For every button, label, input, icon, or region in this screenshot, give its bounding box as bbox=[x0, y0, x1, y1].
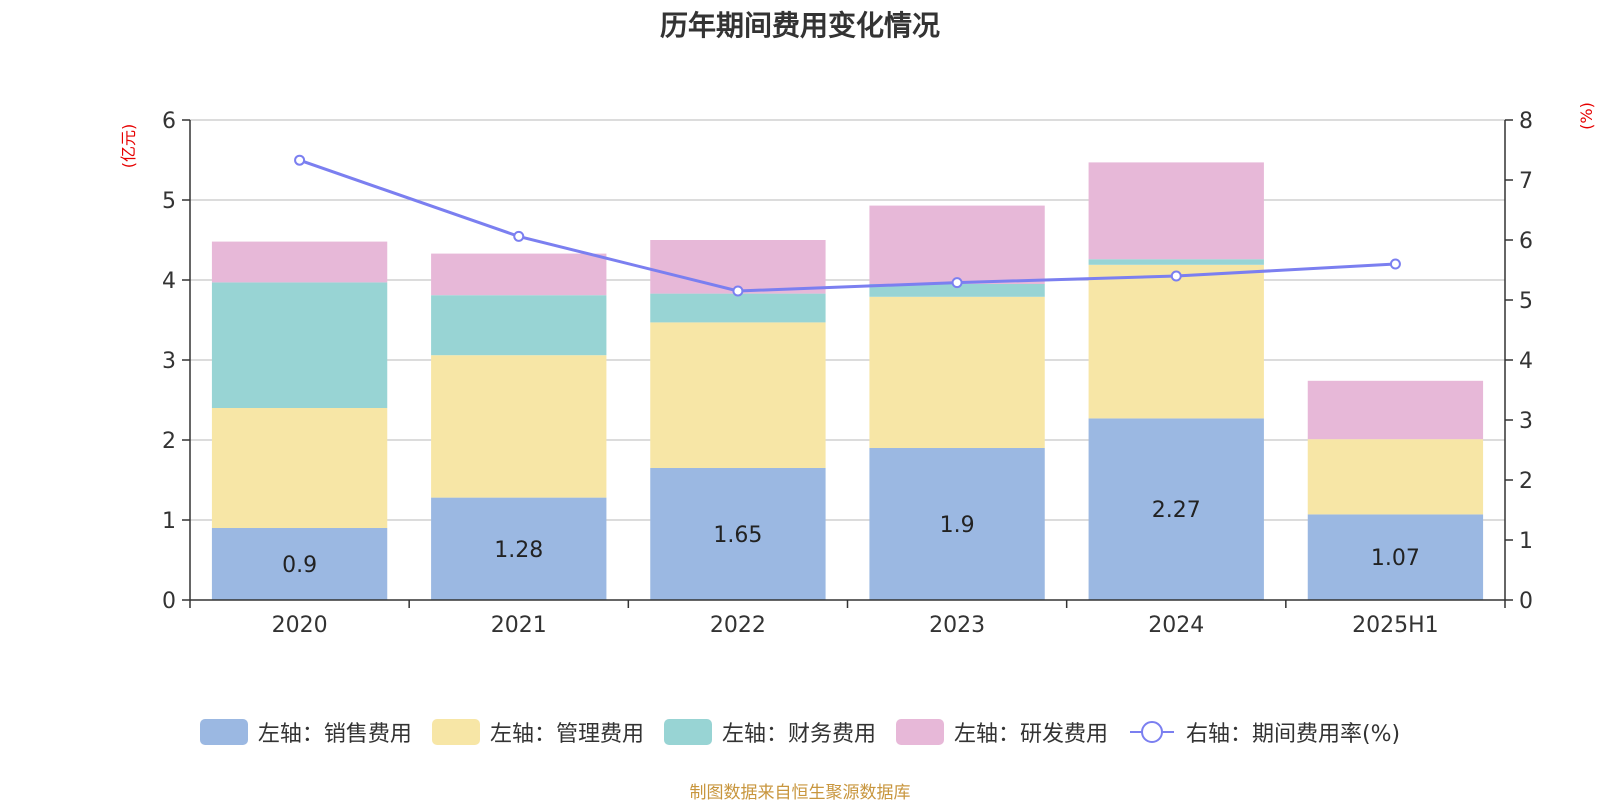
bar-segment bbox=[431, 253, 607, 296]
legend-line-marker-icon bbox=[1129, 721, 1174, 743]
right-axis-tick-label: 0 bbox=[1519, 589, 1533, 614]
legend-item[interactable]: 左轴：销售费用 bbox=[199, 716, 412, 748]
x-axis-tick-label: 2022 bbox=[710, 613, 766, 638]
bar-segment bbox=[1307, 514, 1484, 600]
right-axis-tick-label: 8 bbox=[1519, 109, 1533, 134]
x-axis-tick-label: 2024 bbox=[1148, 613, 1204, 638]
legend: 左轴：销售费用 左轴：管理费用 左轴：财务费用 左轴：研发费用 右轴：期间费用率(%) bbox=[0, 716, 1600, 748]
bar-segment bbox=[869, 284, 1045, 297]
axis-layer: 0 1 2 3 4 5 6 0 1 2 3 4 5 6 7 8 2020 2021 2022 2023 2024 2025… bbox=[162, 109, 1533, 638]
data-source-footer: 制图数据来自恒生聚源数据库 bbox=[689, 783, 911, 803]
bar-segment bbox=[650, 240, 826, 294]
right-axis-unit: (%) bbox=[1577, 102, 1596, 130]
legend-label: 左轴：销售费用 bbox=[257, 722, 412, 747]
legend-item[interactable]: 左轴：财务费用 bbox=[663, 716, 876, 748]
x-axis-tick-label: 2023 bbox=[929, 613, 985, 638]
bar-segment bbox=[1088, 264, 1264, 419]
right-axis-tick-label: 7 bbox=[1519, 169, 1533, 194]
legend-item[interactable]: 左轴：研发费用 bbox=[895, 716, 1108, 748]
line-layer bbox=[294, 154, 1401, 297]
right-axis-tick-label: 4 bbox=[1519, 349, 1533, 374]
bar-segment bbox=[431, 497, 607, 600]
label-layer: 0.9 1.28 1.65 1.9 2.27 1.07 bbox=[282, 498, 1420, 578]
grid-layer bbox=[190, 119, 1505, 521]
legend-label: 左轴：研发费用 bbox=[953, 722, 1108, 747]
bar-segment bbox=[869, 448, 1045, 600]
bar-segment bbox=[211, 408, 388, 528]
right-axis-tick-label: 1 bbox=[1519, 529, 1533, 554]
bar-segment bbox=[1307, 439, 1484, 515]
bar-layer bbox=[211, 162, 1484, 600]
right-axis-tick-label: 3 bbox=[1519, 409, 1533, 434]
rate-point bbox=[1389, 258, 1401, 270]
left-axis-tick-label: 0 bbox=[162, 589, 176, 614]
legend-swatch bbox=[663, 719, 712, 745]
bar-segment bbox=[1088, 418, 1264, 600]
bar-data-label: 1.9 bbox=[940, 513, 975, 538]
legend-swatch bbox=[431, 719, 480, 745]
rate-point bbox=[294, 154, 306, 166]
bar-data-label: 2.27 bbox=[1152, 498, 1201, 523]
bar-segment bbox=[211, 282, 388, 408]
bar-segment bbox=[1307, 380, 1484, 440]
left-axis-tick-label: 3 bbox=[162, 349, 176, 374]
rate-point bbox=[951, 277, 963, 289]
rate-point bbox=[1170, 270, 1182, 282]
x-axis-tick-label: 2021 bbox=[491, 613, 547, 638]
bar-segment bbox=[211, 528, 388, 600]
bar-segment bbox=[650, 293, 826, 323]
bar-segment bbox=[211, 241, 388, 283]
x-axis-tick-label: 2020 bbox=[272, 613, 328, 638]
bar-data-label: 1.28 bbox=[494, 538, 543, 563]
rate-line bbox=[299, 158, 1396, 293]
bar-data-label: 1.65 bbox=[713, 523, 762, 548]
bar-segment bbox=[1088, 259, 1264, 265]
left-axis-tick-label: 1 bbox=[162, 509, 176, 534]
bar-segment bbox=[650, 322, 826, 468]
left-axis-tick-label: 5 bbox=[162, 189, 176, 214]
rate-point bbox=[513, 230, 525, 242]
bar-segment bbox=[869, 296, 1045, 448]
bar-segment bbox=[1088, 162, 1264, 260]
bar-segment bbox=[431, 295, 607, 356]
bar-segment bbox=[869, 205, 1045, 284]
bar-data-label: 0.9 bbox=[282, 553, 317, 578]
bar-segment bbox=[431, 355, 607, 498]
legend-item[interactable]: 右轴：期间费用率(%) bbox=[1128, 716, 1400, 748]
legend-label: 左轴：财务费用 bbox=[721, 722, 876, 747]
legend-label: 左轴：管理费用 bbox=[489, 722, 644, 747]
chart-plot: 0 1 2 3 4 5 6 0 1 2 3 4 5 6 7 8 2020 2021 2022 2023 2024 2025… bbox=[119, 102, 1596, 638]
chart-title: 历年期间费用变化情况 bbox=[659, 9, 940, 42]
bar-data-label: 1.07 bbox=[1371, 546, 1420, 571]
x-axis-tick-label: 2025H1 bbox=[1352, 613, 1439, 638]
right-axis-tick-label: 2 bbox=[1519, 469, 1533, 494]
left-axis-tick-label: 6 bbox=[162, 109, 176, 134]
legend-label: 右轴：期间费用率(%) bbox=[1185, 722, 1401, 747]
legend-swatch bbox=[199, 719, 248, 745]
right-axis-tick-label: 6 bbox=[1519, 229, 1533, 254]
left-axis-tick-label: 4 bbox=[162, 269, 176, 294]
left-axis-tick-label: 2 bbox=[162, 429, 176, 454]
rate-point bbox=[732, 285, 744, 297]
bar-segment bbox=[650, 468, 826, 600]
legend-item[interactable]: 左轴：管理费用 bbox=[431, 716, 644, 748]
right-axis-tick-label: 5 bbox=[1519, 289, 1533, 314]
left-axis-unit: (亿元) bbox=[119, 124, 138, 169]
legend-swatch bbox=[895, 719, 944, 745]
